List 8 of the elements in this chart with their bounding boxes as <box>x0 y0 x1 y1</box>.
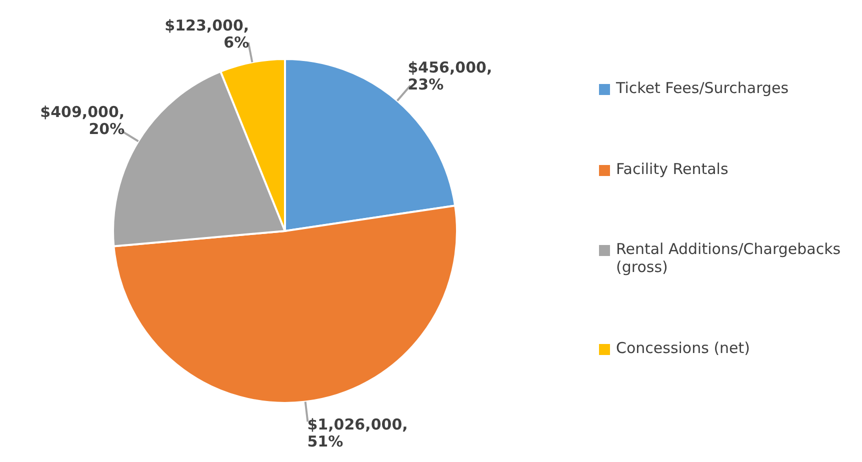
legend-label: Facility Rentals <box>616 160 728 178</box>
legend-label: Ticket Fees/Surcharges <box>616 79 789 98</box>
data-label: $409,000, 20% <box>40 102 125 138</box>
legend-label: Concessions (net) <box>616 338 750 357</box>
legend-label: Rental Additions/Chargebacks (gross) <box>616 240 842 276</box>
data-label: $123,000, 6% <box>164 16 250 52</box>
data-label: $1,026,000, 51% <box>307 416 408 451</box>
data-label: $456,000, 23% <box>408 58 492 94</box>
